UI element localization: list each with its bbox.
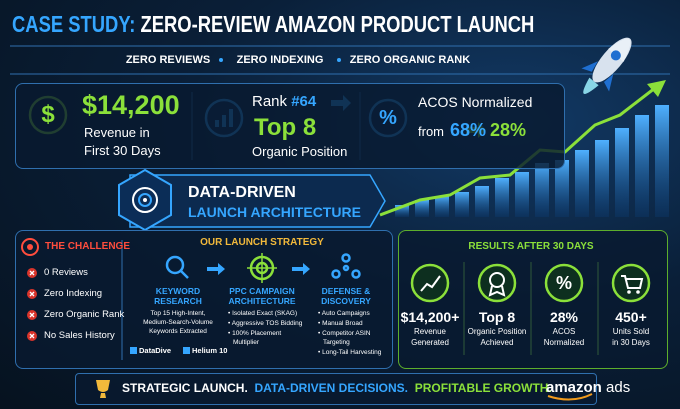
stat-label: Organic Position (252, 144, 348, 159)
brand-smile (547, 393, 593, 401)
brand: amazon ads (546, 380, 630, 395)
step-bullet: • Manual Broad (318, 320, 363, 327)
rank-value: #64 (291, 93, 317, 110)
step-text: Keywords Extracted (149, 328, 207, 335)
challenge-title: THE CHALLENGE (45, 241, 130, 252)
result-icon-glyph: % (555, 273, 573, 293)
step-bullet-text: Competitor ASIN (322, 330, 371, 337)
challenge-item: No Sales History (44, 330, 115, 341)
acos-from: from (418, 124, 444, 139)
challenge-icon (21, 238, 39, 256)
stats-panel (15, 83, 565, 169)
step-bullet: • Long-Tail Harvesting (318, 349, 382, 356)
step-icons (165, 253, 361, 283)
step-arrow (207, 263, 225, 275)
stat-label: ACOS Normalized (418, 94, 533, 110)
tool: Helium 10 (192, 346, 228, 355)
result-label: Achieved (480, 338, 514, 347)
results-title: RESULTS AFTER 30 DAYS (468, 241, 594, 252)
banner-line: LAUNCH ARCHITECTURE (188, 204, 361, 220)
slogan-part: PROFITABLE GROWTH. (414, 381, 552, 395)
challenge-item: Zero Indexing (44, 288, 103, 299)
growth-arrow (647, 80, 666, 97)
trophy-icon (96, 380, 110, 398)
step-title: ARCHITECTURE (228, 296, 296, 306)
lower-left-panel (15, 230, 393, 369)
stat-icon-glyph: $ (41, 101, 55, 128)
challenge-markers (27, 268, 37, 341)
result-value: $14,200+ (400, 309, 460, 325)
tool-icon (130, 347, 137, 354)
step-bullet-text: Long-Tail Harvesting (322, 349, 382, 356)
stat-label: First 30 Days (84, 143, 161, 158)
result-value: 28% (549, 309, 579, 325)
step-text: Medium-Search-Volume (143, 319, 213, 326)
step-bullet-text: Manual Broad (322, 320, 363, 327)
tag: ZERO INDEXING (236, 54, 324, 66)
title-main: ZERO-REVIEW AMAZON PRODUCT LAUNCH (140, 11, 535, 37)
rank: Rank #64 (252, 94, 316, 109)
step-bullet-text: Multiplier (233, 339, 260, 346)
result-label: Organic Position (467, 327, 527, 336)
step-title: KEYWORD (155, 286, 201, 296)
challenge-item: Zero Organic Rank (44, 309, 125, 320)
slogan-part: STRATEGIC LAUNCH. (122, 381, 248, 395)
step-bullet-text: 100% Placement (232, 330, 282, 337)
banner-line: DATA-DRIVEN (188, 184, 296, 201)
acos-before: 68% (450, 120, 487, 140)
rocket (581, 37, 632, 94)
acos-after: 28% (490, 120, 527, 140)
step-arrow (292, 263, 310, 275)
step-bullet: • Auto Campaigns (318, 310, 370, 317)
result-label: in 30 Days (612, 338, 650, 347)
result-label: Units Sold (612, 327, 650, 336)
rank-prefix: Rank (252, 93, 288, 110)
title-prefix: CASE STUDY: (12, 11, 136, 37)
result-value: Top 8 (478, 309, 516, 325)
step-bullet-text: Auto Campaigns (321, 310, 370, 317)
stat-icon-glyph: % (379, 107, 397, 129)
bar-decoration (395, 105, 669, 217)
tool: DataDive (139, 346, 172, 355)
tool-icon (183, 347, 190, 354)
result-label: Revenue (413, 327, 447, 336)
slogan-part: DATA-DRIVEN DECISIONS. (254, 381, 409, 395)
step-bullet: • Competitor ASIN (318, 330, 371, 337)
step-title: RESEARCH (154, 296, 202, 306)
result-label: Normalized (543, 338, 585, 347)
strategy-title: OUR LAUNCH STRATEGY (200, 237, 324, 248)
stat-label: Revenue in (84, 125, 150, 140)
step-title: DEFENSE & (321, 286, 371, 296)
step-bullet: • 100% Placement (228, 330, 282, 337)
result-label: ACOS (552, 327, 576, 336)
result-label: Generated (411, 338, 449, 347)
step-bullet-text: Aggressive TOS Bidding (231, 320, 303, 327)
step-bullet-text: Isolated Exact (SKAG) (232, 310, 298, 317)
tag: ZERO ORGANIC RANK (349, 54, 471, 66)
result-value: 450+ (615, 309, 647, 325)
stat-value: Top 8 (254, 114, 317, 141)
step-bullet: • Isolated Exact (SKAG) (228, 310, 298, 317)
title: CASE STUDY: ZERO-REVIEW AMAZON PRODUCT L… (12, 13, 534, 36)
step-text: Top 15 High-Intent, (150, 310, 206, 317)
step-title: DISCOVERY (321, 296, 371, 306)
step-title: PPC CAMPAIGN (229, 286, 295, 296)
stat-value: $14,200 (82, 90, 180, 120)
tag-separator (337, 58, 341, 62)
tag-separator (219, 58, 223, 62)
step-bullet: • Aggressive TOS Bidding (228, 320, 303, 327)
brand-name: amazon (546, 379, 602, 396)
brand-suffix: ads (606, 379, 631, 396)
challenge-item: 0 Reviews (44, 267, 88, 278)
tag: ZERO REVIEWS (125, 54, 211, 66)
step-bullet-text: Targeting (323, 339, 350, 346)
footer-band (75, 373, 597, 405)
result-icons (410, 263, 651, 303)
footer-slogan: STRATEGIC LAUNCH. DATA-DRIVEN DECISIONS.… (122, 382, 552, 394)
